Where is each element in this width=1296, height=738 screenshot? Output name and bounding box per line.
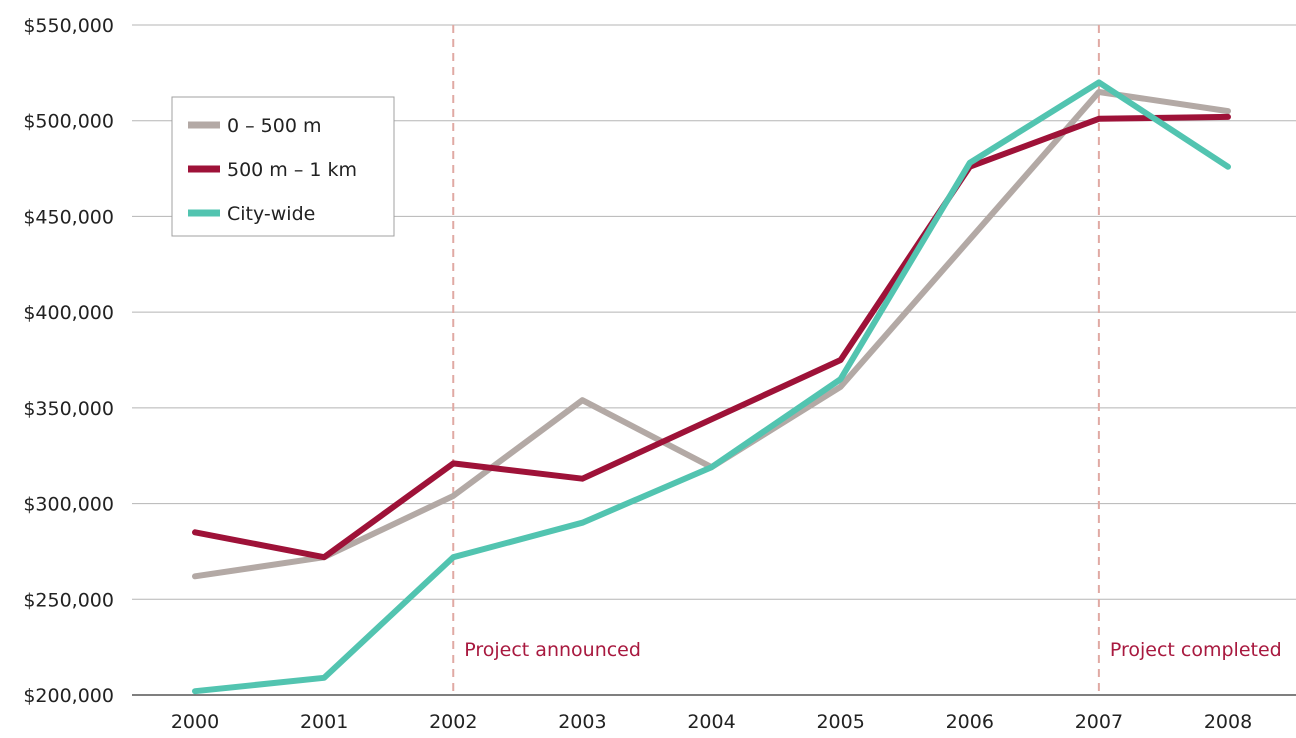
annotation-label: Project announced bbox=[464, 639, 641, 661]
series-line bbox=[192, 113, 1231, 561]
x-tick-label: 2002 bbox=[429, 711, 477, 733]
series-line bbox=[192, 79, 1231, 695]
legend: 0 – 500 m 500 m – 1 km City-wide bbox=[171, 96, 395, 237]
x-tick-label: 2007 bbox=[1075, 711, 1123, 733]
x-tick-label: 2008 bbox=[1204, 711, 1252, 733]
y-tick-label: $400,000 bbox=[23, 302, 114, 324]
annotation-label: Project completed bbox=[1110, 639, 1282, 661]
x-tick-label: 2004 bbox=[687, 711, 735, 733]
legend-label: 500 m – 1 km bbox=[227, 159, 357, 181]
x-tick-label: 2006 bbox=[946, 711, 994, 733]
series-lines bbox=[192, 79, 1231, 695]
x-tick-label: 2000 bbox=[171, 711, 219, 733]
legend-label: 0 – 500 m bbox=[227, 115, 321, 137]
x-tick-label: 2005 bbox=[816, 711, 864, 733]
y-tick-label: $550,000 bbox=[23, 15, 114, 37]
y-axis: $200,000 $250,000 $300,000 $350,000 $400,000… bbox=[23, 15, 114, 707]
x-tick-label: 2003 bbox=[558, 711, 606, 733]
x-axis: 2000 2001 2002 2003 2004 2005 2006 2007 2008 bbox=[171, 711, 1252, 733]
annotations: Project announced Project completed bbox=[452, 25, 1282, 695]
y-tick-label: $250,000 bbox=[23, 589, 114, 611]
y-tick-label: $450,000 bbox=[23, 206, 114, 228]
x-tick-label: 2001 bbox=[300, 711, 348, 733]
y-tick-label: $300,000 bbox=[23, 494, 114, 516]
y-tick-label: $500,000 bbox=[23, 111, 114, 133]
legend-label: City-wide bbox=[227, 203, 315, 225]
y-tick-label: $200,000 bbox=[23, 685, 114, 707]
y-tick-label: $350,000 bbox=[23, 398, 114, 420]
